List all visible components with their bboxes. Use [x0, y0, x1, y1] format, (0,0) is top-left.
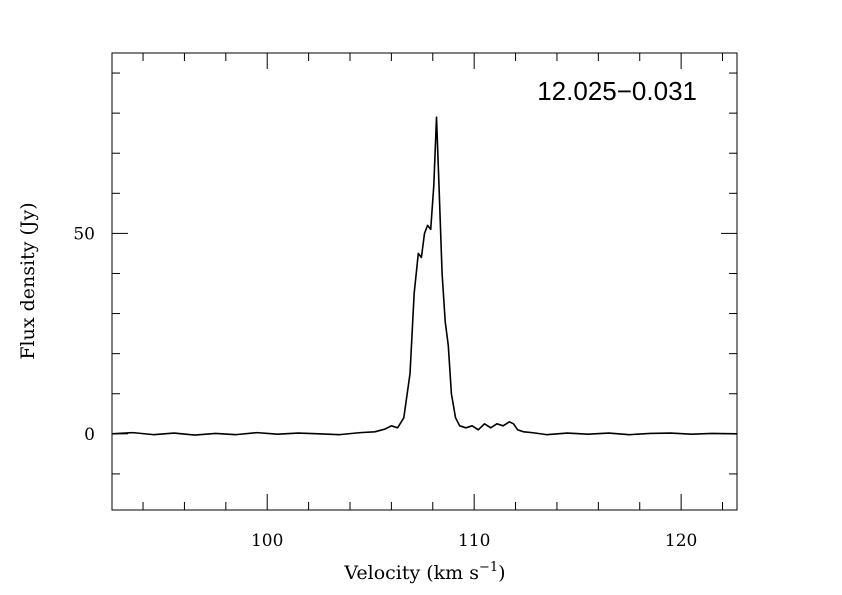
x-axis-title-main: Velocity (km s — [343, 562, 479, 584]
x-tick-label: 120 — [665, 531, 697, 551]
x-tick-label: 100 — [251, 531, 283, 551]
x-tick-label: 110 — [458, 531, 490, 551]
spectrum-line — [111, 116, 738, 436]
x-axis-title-close: ) — [498, 562, 505, 584]
source-name-annotation: 12.025−0.031 — [537, 76, 697, 106]
y-tick-label: 50 — [73, 224, 95, 244]
plot-frame — [111, 52, 738, 511]
y-axis-title: Flux density (Jy) — [17, 202, 39, 359]
axis-tick-labels: 100 110 120 0 50 — [73, 224, 697, 551]
x-axis-title: Velocity (km s−1) — [343, 560, 505, 584]
axis-ticks — [112, 53, 737, 510]
y-tick-label: 0 — [84, 425, 95, 445]
x-axis-title-exponent: −1 — [479, 560, 498, 575]
